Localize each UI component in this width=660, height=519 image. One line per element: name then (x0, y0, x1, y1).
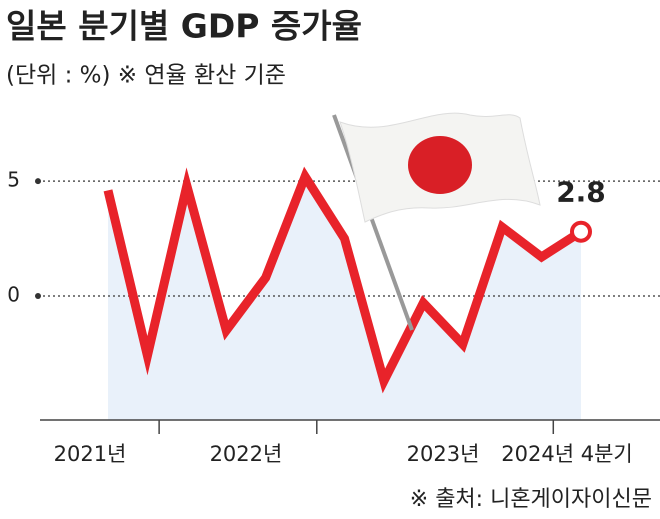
chart-title: 일본 분기별 GDP 증가율 (6, 7, 362, 46)
x-tick-label: 2022년 (210, 442, 283, 466)
tick-dot (35, 178, 41, 185)
plot-area: 0 5 2.8 2021년 2022년 2023년 2024년 4분기 (7, 166, 660, 466)
y-tick-label: 5 (7, 168, 20, 192)
x-tick-label: 2021년 (54, 442, 127, 466)
y-tick-label: 0 (7, 283, 20, 307)
line (103, 166, 584, 394)
chart-subtitle: (단위 : %) ※ 연율 환산 기준 (6, 63, 286, 89)
data-label: 2.8 (556, 176, 606, 209)
tick-dot (35, 293, 41, 299)
flag-pole (332, 114, 414, 331)
source: ※ 출처: 니혼게이자이신문 (410, 487, 652, 512)
x-tick-label: 2024년 4분기 (501, 442, 632, 466)
japan-flag (332, 112, 541, 331)
end-marker (570, 220, 592, 243)
area (108, 176, 581, 420)
flag-circle (408, 136, 472, 194)
x-tick-label: 2023년 (407, 442, 480, 466)
